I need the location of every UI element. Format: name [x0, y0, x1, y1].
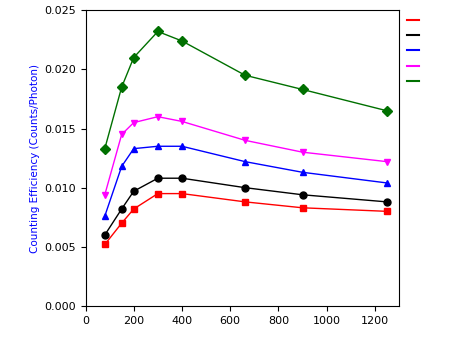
Y-axis label: Counting Efficiency (Counts/Photon): Counting Efficiency (Counts/Photon)	[30, 64, 40, 253]
Legend: , , , , : , , , ,	[407, 15, 419, 86]
